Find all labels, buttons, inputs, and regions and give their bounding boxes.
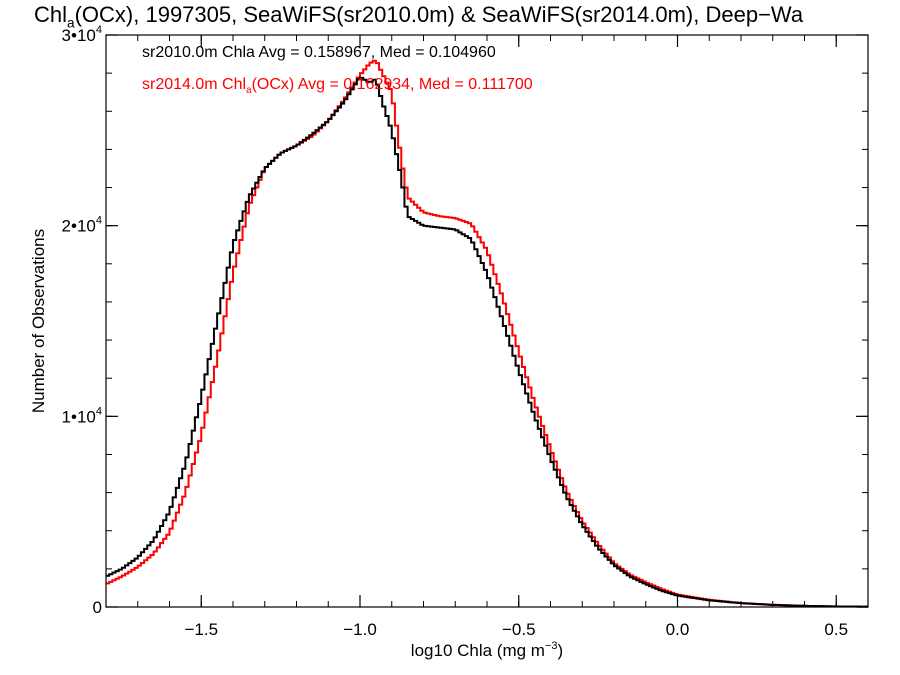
y-tick-label: 2•104	[62, 215, 102, 236]
legend-entry-sr2010: sr2010.0m Chla Avg = 0.158967, Med = 0.1…	[142, 44, 496, 62]
x-tick-label: 0.0	[666, 620, 690, 639]
legend-text-sr2010: sr2010.0m Chla Avg = 0.158967, Med = 0.1…	[142, 44, 496, 61]
series-layer	[106, 59, 868, 608]
legend-subscript: a	[246, 85, 252, 97]
y-tick-label: 3•104	[62, 24, 102, 45]
x-tick-label: −1.5	[184, 620, 218, 639]
title-rest: (OCx), 1997305, SeaWiFS(sr2010.0m) & Sea…	[74, 2, 804, 27]
x-tick-label: −0.5	[502, 620, 536, 639]
title-main: Chl	[34, 2, 68, 27]
plot-frame	[105, 34, 869, 608]
legend-text-sr2014-post: (OCx) Avg = 0.162934, Med = 0.111700	[251, 76, 533, 93]
series-line-sr2014.0m	[106, 59, 868, 608]
x-axis-label: log10 Chla (mg m−3)	[411, 640, 563, 660]
legend-text-sr2014-pre: sr2014.0m Chl	[142, 76, 247, 93]
x-tick-label: −1.0	[343, 620, 377, 639]
y-tick-label: 0	[93, 598, 102, 617]
title-subscript: a	[67, 15, 75, 31]
chart-title: Chla(OCx), 1997305, SeaWiFS(sr2010.0m) &…	[34, 0, 803, 38]
legend-entry-sr2014: sr2014.0m Chla(OCx) Avg = 0.162934, Med …	[142, 76, 533, 96]
x-tick-label: 0.5	[824, 620, 848, 639]
y-tick-label: 1•104	[62, 405, 102, 426]
axis-ticks	[105, 34, 869, 608]
tick-labels: −1.5 −1.0 −0.5 0.0 0.5 0 1•104 2•104 3•104	[62, 24, 849, 639]
y-axis-label: Number of Observations	[29, 229, 48, 413]
series-line-sr2010.0m	[106, 76, 868, 608]
